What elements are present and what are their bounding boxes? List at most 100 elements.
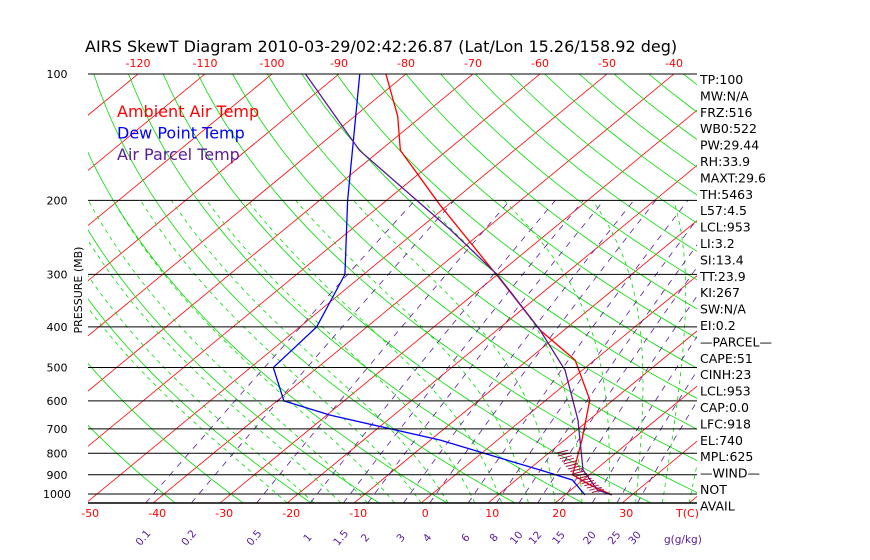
mixing-ratio-line [145, 200, 416, 503]
moist-adiabat-line [88, 275, 315, 503]
mixing-ratio-line [637, 400, 697, 503]
top-temp-tick-label: -110 [193, 57, 218, 70]
mixing-ratio-tick-label: 8 [488, 532, 501, 545]
pressure-tick-label: 500 [47, 362, 68, 375]
mixing-ratio-tick-label: 1.5 [331, 528, 351, 549]
top-temp-tick-label: -120 [126, 57, 151, 70]
pressure-tick-label: 600 [47, 395, 68, 408]
mixing-ratio-tick-label: 3 [395, 532, 408, 545]
mixing-ratio-tick-label: 12 [527, 529, 545, 547]
mixing-ratio-line [518, 244, 697, 503]
moist-adiabat-line [592, 200, 644, 503]
dry-adiabat-line [93, 74, 516, 503]
bottom-temp-tick-label: -20 [282, 507, 300, 520]
pressure-tick-label: 400 [47, 321, 68, 334]
moist-adiabat-line [688, 462, 697, 503]
side-panel-item: PW:29.44 [700, 138, 759, 153]
legend-entry: Ambient Air Temp [117, 102, 259, 121]
side-panel-item: CAPE:51 [700, 351, 753, 366]
side-panel-item: FRZ:516 [700, 105, 753, 120]
isotherm-line [286, 164, 697, 503]
wind-hatch [577, 475, 590, 480]
bottom-temp-tick-label: 10 [485, 507, 499, 520]
side-panel-item: TH:5463 [699, 187, 753, 202]
dry-adiabat-line [88, 298, 312, 503]
pressure-tick-label: 200 [47, 194, 68, 207]
side-panel-item: SI:13.4 [700, 252, 744, 267]
dry-adiabat-line [88, 151, 448, 503]
pressure-tick-label: 1000 [43, 488, 71, 501]
mixing-ratio-tick-label: 15 [550, 529, 568, 547]
isotherm-line [420, 275, 697, 503]
moist-adiabat-line [295, 200, 529, 503]
isotherm-line [152, 74, 675, 503]
side-panel-item: LFC:918 [700, 416, 751, 431]
top-temp-tick-label: -40 [665, 57, 683, 70]
mixing-ratio-line [537, 266, 697, 503]
pressure-tick-label: 900 [47, 469, 68, 482]
side-panel-item: —PARCEL— [700, 334, 772, 349]
side-panel-item: EI:0.2 [700, 318, 736, 333]
side-panel-item: MAXT:29.6 [700, 170, 766, 185]
side-panel-item: EL:740 [700, 433, 743, 448]
mixing-ratio-tick-label: 20 [581, 529, 599, 547]
moist-adiabat-line [422, 200, 583, 503]
pressure-tick-label: 800 [47, 447, 68, 460]
isotherm-line [219, 109, 697, 503]
wind-hatch [589, 486, 602, 491]
legend-entry: Air Parcel Temp [117, 145, 240, 164]
dry-adiabat-line [197, 74, 697, 493]
mixing-ratio-axis-label: g(g/kg) [664, 534, 702, 546]
dry-adiabat-line [162, 74, 651, 503]
pressure-tick-label: 100 [47, 68, 68, 81]
moist-adiabat-line [353, 200, 556, 503]
bottom-temp-tick-label: -10 [349, 507, 367, 520]
wind-hatch [586, 484, 599, 489]
dry-adiabat-line [88, 362, 244, 503]
moist-adiabat-line [88, 307, 288, 503]
series-dew-point-temp [272, 74, 586, 496]
pressure-tick-label: 300 [47, 268, 68, 281]
moist-adiabat-line [140, 200, 422, 503]
mixing-ratio-line [616, 370, 697, 503]
mixing-ratio-line [403, 200, 635, 503]
side-panel-item: —WIND— [700, 466, 760, 481]
mixing-ratio-tick-label: 0.5 [245, 528, 265, 549]
moist-adiabat-line [171, 200, 449, 503]
wind-hatch [591, 489, 604, 494]
series-ambient-air-temp [385, 74, 613, 496]
side-panel-item: MW:N/A [700, 88, 749, 103]
top-temp-tick-label: -50 [598, 57, 616, 70]
mixing-ratio-tick-label: 10 [508, 529, 526, 547]
mixing-ratio-tick-label: 0.1 [133, 528, 153, 549]
top-temp-tick-label: -70 [464, 57, 482, 70]
side-panel-item: TP:100 [699, 72, 743, 87]
legend-entry: Dew Point Temp [117, 124, 245, 143]
isotherm-line [554, 385, 697, 503]
dry-adiabat-line [232, 74, 697, 461]
top-temp-tick-label: -100 [260, 57, 285, 70]
isotherm-line [88, 74, 608, 502]
mixing-ratio-tick-label: 4 [421, 531, 435, 544]
side-panel-item: LCL:953 [700, 220, 751, 235]
isotherm-line [88, 74, 474, 392]
top-temp-tick-label: -90 [330, 57, 348, 70]
top-temp-tick-label: -80 [397, 57, 415, 70]
series-air-parcel-temp [304, 74, 613, 496]
moist-adiabat-line [662, 200, 687, 503]
isotherm-line [88, 74, 407, 337]
wind-hatch [572, 470, 585, 475]
dry-adiabat-line [301, 74, 697, 399]
isotherm-line [0, 74, 4, 503]
side-panel-item: MPL:625 [700, 449, 753, 464]
side-panel-item: LI:3.2 [700, 236, 735, 251]
side-panel-item: AVAIL [700, 498, 735, 513]
mixing-ratio-line [191, 200, 455, 503]
mixing-ratio-tick-label: 1 [301, 532, 314, 545]
isotherm-line [88, 74, 340, 282]
side-panel-item: SW:N/A [700, 302, 746, 317]
x-axis-label: T(C) [675, 507, 699, 520]
dry-adiabat-line [440, 74, 697, 281]
mixing-ratio-line [429, 200, 657, 503]
